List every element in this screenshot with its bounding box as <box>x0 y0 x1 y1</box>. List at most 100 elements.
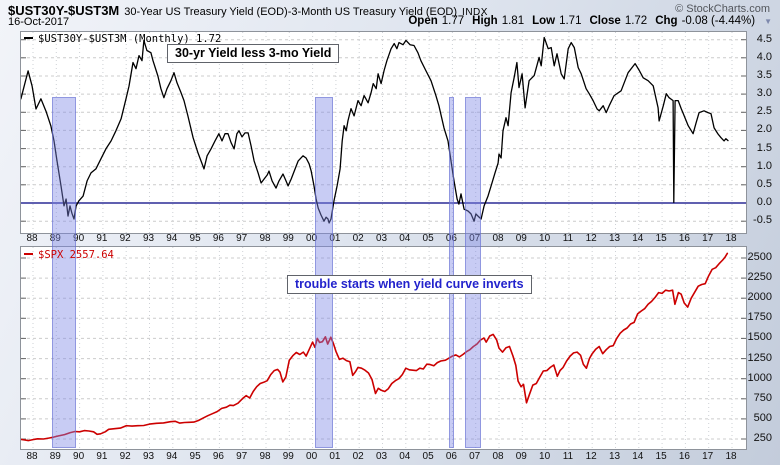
chart-description: 30-Year US Treasury Yield (EOD)-3-Month … <box>124 6 458 18</box>
y-axis-label: 1500 <box>747 331 772 343</box>
y-axis-label: 1750 <box>747 311 772 323</box>
chg-value: -0.08 (-4.44%) <box>681 15 756 27</box>
ohlc-quote: Open 1.77 High 1.81 Low 1.71 Close 1.72 Chg -0.08… <box>408 15 772 27</box>
yield-spread-chart <box>20 31 747 234</box>
x-axis-label: 11 <box>562 451 574 462</box>
x-axis-label: 15 <box>655 451 667 462</box>
spx-annotation: trouble starts when yield curve inverts <box>287 275 532 294</box>
stockcharts-copyright-link[interactable]: © StockCharts.com <box>675 3 770 15</box>
x-axis-label: 92 <box>119 451 131 462</box>
x-axis-label: 07 <box>469 233 481 244</box>
y-axis-label: 2500 <box>747 251 772 263</box>
close-label: Close <box>589 15 621 27</box>
y-axis-label: 2250 <box>747 271 772 283</box>
yield-annotation: 30-yr Yield less 3-mo Yield <box>167 44 340 63</box>
x-axis-label: 06 <box>445 233 457 244</box>
x-axis-label: 02 <box>352 451 364 462</box>
x-axis-label: 03 <box>375 233 388 244</box>
x-axis-label: 08 <box>492 233 504 244</box>
x-axis-label: 89 <box>49 233 61 244</box>
chevron-down-icon[interactable]: ▼ <box>764 17 772 26</box>
x-axis-label: 10 <box>539 233 551 244</box>
x-axis-label: 00 <box>306 451 318 462</box>
y-axis-label: 0.5 <box>756 178 772 190</box>
y-axis-label: 500 <box>753 412 772 424</box>
x-axis-label: 98 <box>259 233 271 244</box>
spx-legend: $SPX 2557.64 <box>24 249 114 261</box>
low-value: 1.71 <box>559 15 582 27</box>
x-axis-label: 99 <box>282 233 294 244</box>
y-axis-label: 1000 <box>747 372 772 384</box>
exchange-label: INDX <box>462 7 488 18</box>
x-axis-label: 94 <box>166 233 178 244</box>
x-axis-label: 12 <box>585 233 597 244</box>
y-axis-label: 750 <box>753 392 772 404</box>
y-axis-label: 3.0 <box>756 87 772 99</box>
x-axis-label: 04 <box>399 451 411 462</box>
x-axis-label: 01 <box>329 451 341 462</box>
x-axis-label: 01 <box>329 233 341 244</box>
low-label: Low <box>532 15 556 27</box>
x-axis-label: 06 <box>445 451 457 462</box>
x-axis-label: 18 <box>725 233 737 244</box>
x-axis-label: 93 <box>142 233 155 244</box>
yield-spread-legend: $UST30Y-$UST3M (Monthly) 1.72 <box>24 33 221 45</box>
x-axis-label: 91 <box>96 451 108 462</box>
yield-spread-legend-text: $UST30Y-$UST3M (Monthly) 1.72 <box>38 33 222 45</box>
open-value: 1.77 <box>441 15 465 27</box>
chart-date: 16-Oct-2017 <box>8 16 70 28</box>
y-axis-label: 2000 <box>747 291 772 303</box>
x-axis-label: 88 <box>26 233 38 244</box>
x-axis-label: 88 <box>26 451 38 462</box>
high-value: 1.81 <box>501 15 525 27</box>
x-axis-label: 93 <box>142 451 155 462</box>
x-axis-label: 04 <box>399 233 411 244</box>
open-label: Open <box>408 15 438 27</box>
inversion-band <box>52 97 76 448</box>
x-axis-label: 03 <box>375 451 388 462</box>
y-axis-label: 3.5 <box>756 69 772 81</box>
x-axis-label: 18 <box>725 451 737 462</box>
line-swatch-icon <box>24 37 33 39</box>
y-axis-label: -0.5 <box>753 214 772 226</box>
chg-label: Chg <box>655 15 678 27</box>
x-axis-label: 96 <box>212 451 224 462</box>
x-axis-label: 95 <box>189 451 201 462</box>
chart-header: $UST30Y-$UST3M 30-Year US Treasury Yield … <box>8 2 488 20</box>
x-axis-label: 07 <box>469 451 481 462</box>
x-axis-label: 92 <box>119 233 131 244</box>
x-axis-label: 00 <box>306 233 318 244</box>
x-axis-label: 90 <box>73 451 85 462</box>
x-axis-label: 17 <box>702 233 714 244</box>
x-axis-label: 09 <box>515 233 527 244</box>
x-axis-label: 91 <box>96 233 108 244</box>
x-axis-label: 98 <box>259 451 271 462</box>
x-axis-label: 09 <box>515 451 527 462</box>
x-axis-label: 11 <box>562 233 574 244</box>
x-axis-label: 08 <box>492 451 504 462</box>
y-axis-label: 0.0 <box>756 196 772 208</box>
inversion-band <box>464 97 481 448</box>
x-axis-label: 02 <box>352 233 364 244</box>
x-axis-label: 97 <box>236 233 248 244</box>
x-axis-label: 99 <box>282 451 294 462</box>
high-label: High <box>472 15 498 27</box>
y-axis-label: 4.0 <box>756 51 772 63</box>
x-axis-label: 05 <box>422 451 434 462</box>
x-axis-label: 90 <box>73 233 85 244</box>
x-axis-label: 16 <box>678 451 690 462</box>
x-axis-label: 89 <box>49 451 61 462</box>
x-axis-label: 12 <box>585 451 597 462</box>
inversion-band <box>449 97 454 448</box>
x-axis-label: 14 <box>632 451 644 462</box>
y-axis-label: 250 <box>753 432 772 444</box>
x-axis-label: 15 <box>655 233 667 244</box>
x-axis-label: 95 <box>189 233 201 244</box>
x-axis-label: 97 <box>236 451 248 462</box>
y-axis-label: 1.5 <box>756 142 772 154</box>
y-axis-label: 4.5 <box>756 33 772 45</box>
close-value: 1.72 <box>624 15 648 27</box>
x-axis-label: 14 <box>632 233 644 244</box>
y-axis-label: 2.0 <box>756 123 772 135</box>
